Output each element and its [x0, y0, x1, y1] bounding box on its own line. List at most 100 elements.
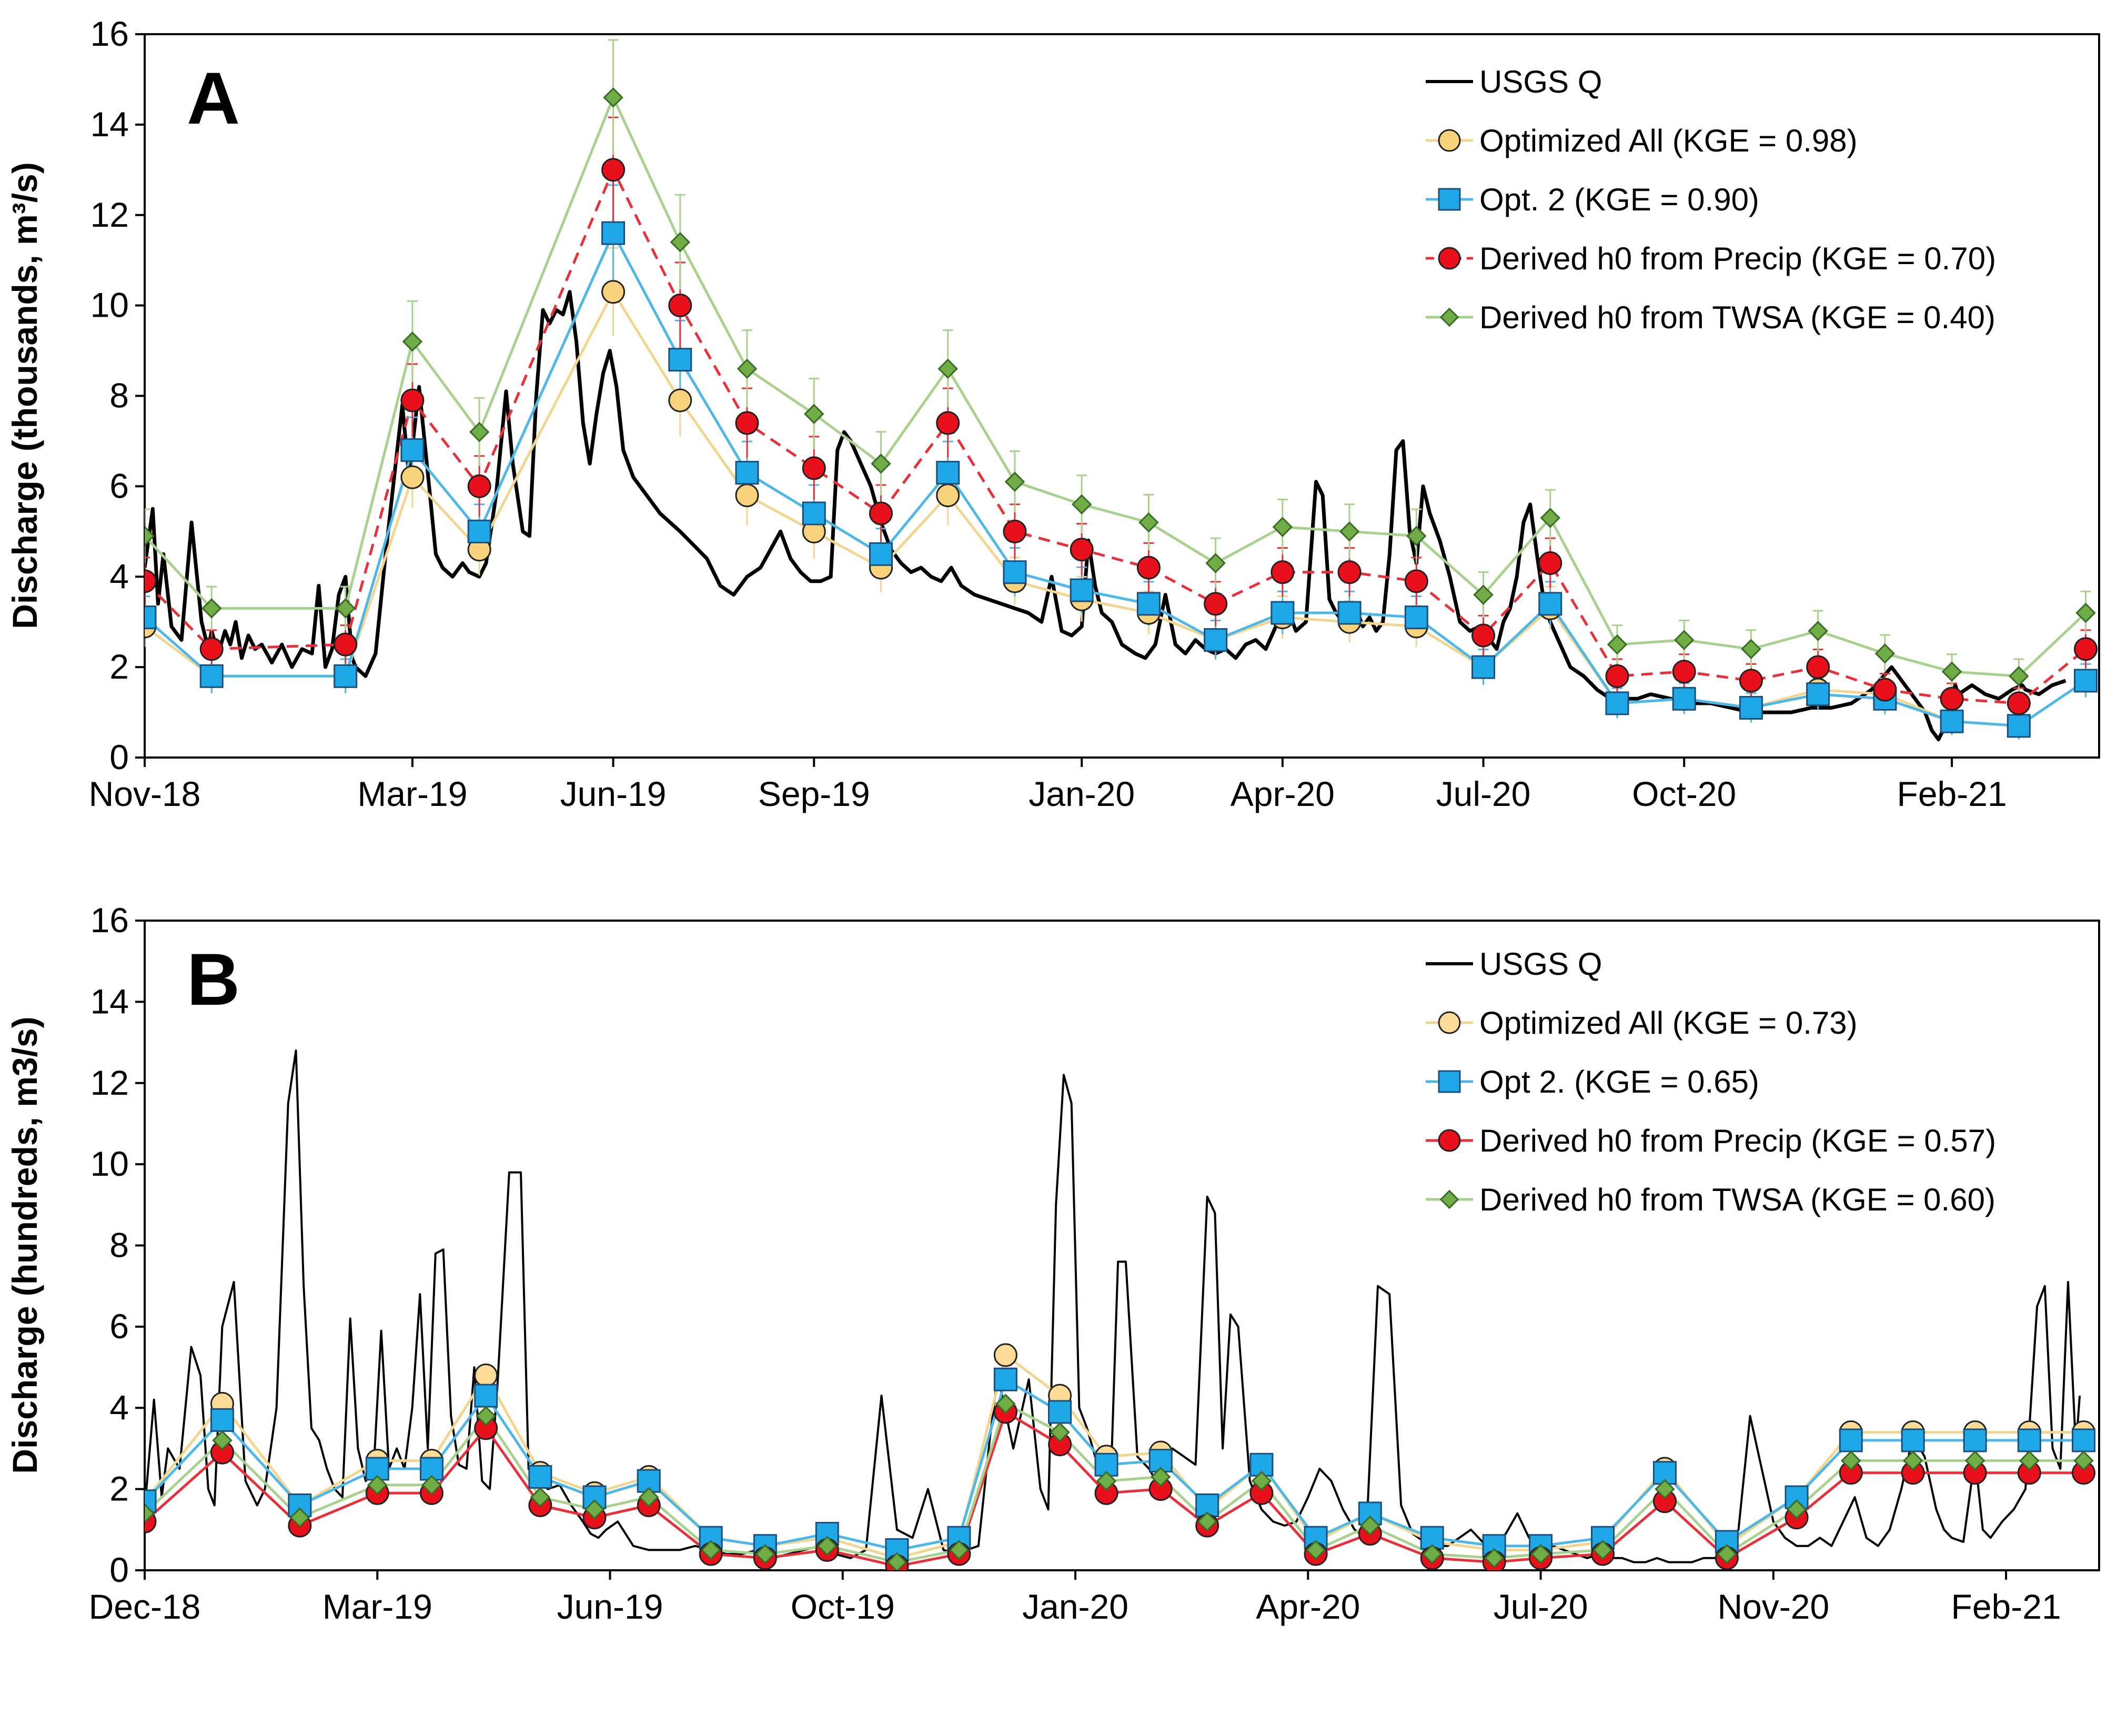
data-point-series-3: [1272, 517, 1293, 537]
x-tick-label: Jul-20: [1494, 1587, 1588, 1626]
data-point-series-3: [1096, 1470, 1117, 1491]
data-point-series-3: [1406, 526, 1427, 547]
x-tick-label: Feb-21: [1951, 1587, 2061, 1626]
data-point-series-3: [937, 358, 958, 379]
data-point-series-3: [469, 422, 490, 442]
y-tick-label: 16: [90, 901, 129, 940]
legend-marker: [1438, 188, 1461, 211]
x-tick-label: Oct-19: [791, 1587, 895, 1626]
data-point-series-2: [2007, 691, 2031, 715]
data-point-series-1: [1672, 687, 1696, 711]
data-point-series-3: [1197, 1511, 1217, 1532]
legend-label: USGS Q: [1479, 64, 1602, 99]
plot-area: [145, 1049, 2096, 1570]
data-point-series-0: [936, 483, 960, 508]
data-point-series-1: [210, 1408, 234, 1432]
data-point-series-3: [804, 403, 824, 425]
data-point-series-1: [1940, 709, 1964, 733]
data-point-series-1: [1204, 628, 1228, 652]
data-point-series-3: [1741, 639, 1761, 659]
y-tick-label: 0: [109, 738, 129, 776]
data-point-series-0: [474, 1364, 498, 1387]
data-point-series-1: [528, 1465, 552, 1489]
x-tick-label: Feb-21: [1897, 774, 2007, 813]
data-point-series-3: [1530, 1543, 1551, 1565]
data-point-series-1: [1839, 1428, 1863, 1452]
data-point-series-3: [1339, 521, 1360, 542]
data-point-series-0: [601, 280, 626, 304]
data-point-series-1: [1404, 605, 1428, 630]
data-point-series-3: [2009, 666, 2029, 687]
x-tick-label: Jun-19: [560, 774, 667, 813]
data-point-series-3: [201, 598, 222, 619]
legend-marker: [1438, 247, 1461, 270]
data-point-series-1: [735, 461, 759, 485]
y-tick-label: 8: [109, 376, 129, 415]
x-tick-label: Oct-20: [1632, 774, 1736, 813]
y-tick-label: 14: [90, 982, 129, 1021]
legend-label: Opt 2. (KGE = 0.65): [1479, 1064, 1759, 1099]
data-point-series-1: [400, 438, 425, 462]
data-point-series-2: [601, 158, 626, 182]
data-point-series-1: [1003, 560, 1027, 584]
data-point-series-3: [1874, 643, 1896, 664]
data-point-series-3: [1674, 630, 1695, 650]
data-point-series-3: [1473, 584, 1494, 605]
x-tick-label: Apr-20: [1231, 774, 1335, 813]
y-tick-label: 2: [109, 647, 129, 686]
x-tick-label: Sep-19: [758, 774, 870, 813]
data-point-series-2: [467, 474, 491, 498]
data-point-series-3: [1251, 1470, 1272, 1491]
data-point-series-1: [1538, 592, 1562, 616]
data-point-series-3: [1205, 553, 1226, 573]
data-point-series-1: [199, 664, 224, 688]
y-tick-label: 10: [90, 1144, 129, 1183]
data-point-series-3: [737, 358, 758, 379]
legend-marker: [1439, 307, 1459, 327]
x-tick-label: Dec-18: [89, 1587, 201, 1626]
data-point-series-2: [1337, 560, 1362, 584]
data-point-series-0: [400, 465, 425, 489]
data-point-series-3: [1484, 1548, 1505, 1569]
data-point-series-3: [584, 1499, 605, 1520]
data-point-series-3: [886, 1552, 908, 1570]
data-point-series-3: [1050, 1422, 1070, 1442]
data-point-series-3: [1786, 1499, 1807, 1520]
data-point-series-2: [145, 569, 157, 593]
data-point-series-1: [1070, 578, 1094, 602]
data-point-series-3: [335, 598, 356, 619]
data-point-series-2: [802, 456, 826, 480]
data-point-series-3: [1841, 1450, 1861, 1471]
data-point-series-2: [1271, 560, 1295, 584]
data-point-series-3: [1540, 508, 1560, 528]
data-point-series-3: [1071, 494, 1092, 514]
data-point-series-1: [668, 348, 692, 372]
y-axis-title: Discharge (hundreds, m3/s): [5, 1016, 44, 1473]
legend-marker: [1439, 1189, 1459, 1209]
data-point-series-1: [1901, 1428, 1925, 1452]
data-point-series-1: [2074, 669, 2098, 693]
data-point-series-3: [2075, 602, 2096, 623]
data-point-series-1: [993, 1367, 1017, 1391]
data-point-series-1: [1094, 1452, 1118, 1477]
data-point-series-3: [1808, 621, 1828, 641]
data-point-series-3: [1004, 471, 1025, 492]
data-point-series-3: [871, 453, 891, 474]
legend-label: USGS Q: [1479, 946, 1602, 982]
data-point-series-0: [735, 483, 759, 508]
data-point-series-3: [700, 1540, 721, 1560]
data-point-series-2: [1806, 655, 1830, 679]
y-tick-label: 6: [109, 466, 129, 505]
data-point-series-2: [1471, 623, 1496, 648]
series-line-2: [145, 1410, 2084, 1568]
y-tick-label: 0: [109, 1550, 129, 1589]
data-point-series-1: [1048, 1400, 1072, 1424]
data-point-series-2: [1003, 519, 1027, 543]
data-point-series-3: [1607, 634, 1628, 655]
data-point-series-1: [334, 664, 358, 688]
data-point-series-3: [1964, 1450, 1985, 1471]
series-line-3: [145, 96, 2087, 678]
panel-label: A: [187, 57, 240, 139]
data-point-series-3: [530, 1487, 551, 1508]
data-point-series-3: [1138, 512, 1159, 533]
